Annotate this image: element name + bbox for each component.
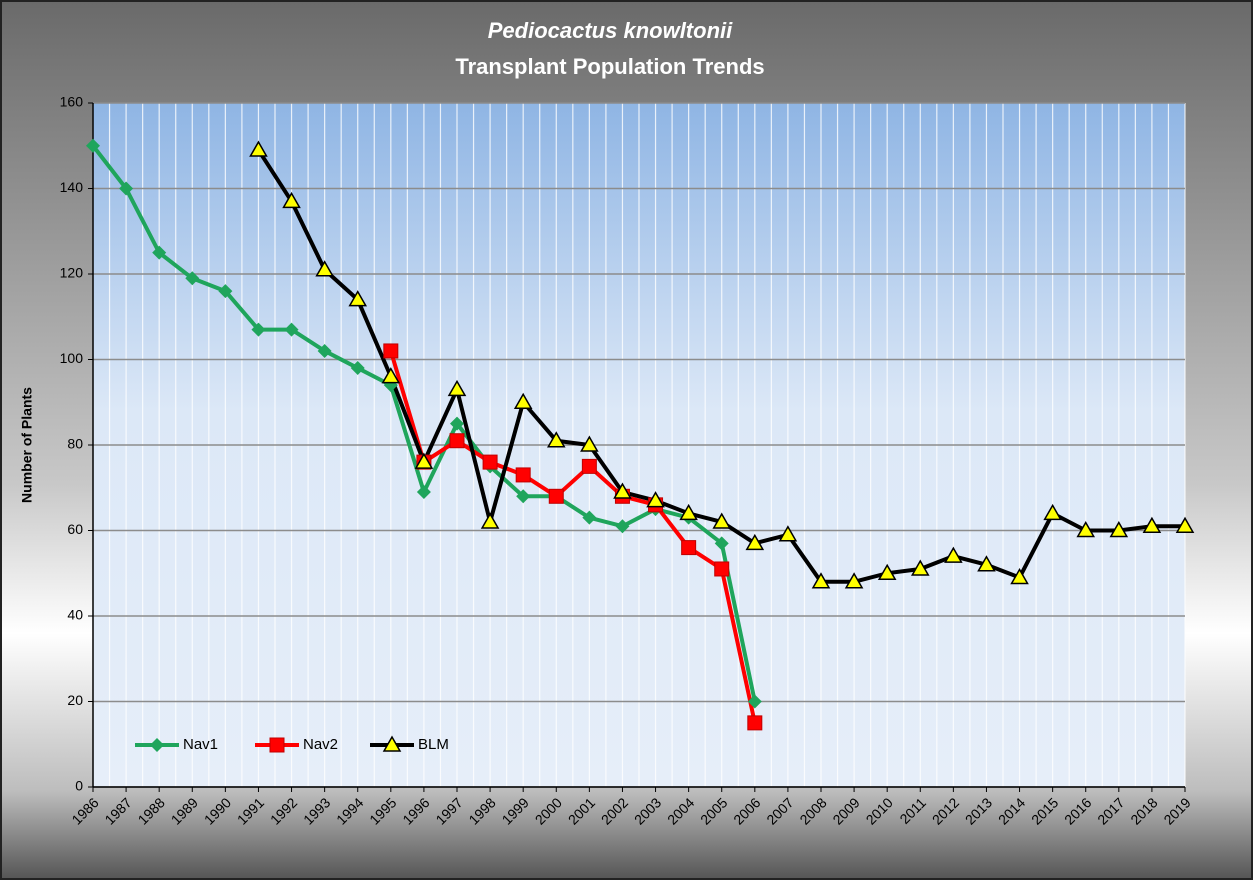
data-point — [582, 510, 597, 525]
legend-label: BLM — [418, 736, 449, 753]
data-point — [613, 482, 632, 499]
y-tick-label: 160 — [60, 94, 84, 110]
data-point — [450, 416, 464, 431]
legend-label: Nav2 — [303, 736, 338, 753]
data-point — [1175, 516, 1195, 533]
y-tick-label: 140 — [60, 179, 84, 195]
y-tick-label: 100 — [60, 350, 84, 366]
legend-marker — [150, 738, 164, 752]
y-tick-label: 120 — [60, 265, 84, 281]
data-point — [778, 525, 798, 542]
data-point — [977, 555, 996, 572]
data-point — [580, 435, 599, 452]
data-point — [381, 367, 401, 384]
data-point — [615, 519, 630, 534]
data-point — [86, 138, 100, 153]
data-point — [877, 563, 897, 580]
data-point — [714, 536, 729, 551]
y-tick-label: 80 — [67, 436, 83, 452]
data-point — [350, 361, 365, 376]
data-point — [185, 271, 200, 286]
legend-label: Nav1 — [183, 736, 218, 753]
data-point — [679, 503, 698, 521]
data-point — [1010, 568, 1029, 585]
data-point — [1043, 503, 1062, 521]
data-point — [317, 343, 332, 358]
y-tick-label: 40 — [67, 607, 83, 623]
data-point — [482, 454, 498, 470]
data-point — [282, 191, 301, 209]
data-point — [944, 546, 963, 563]
data-point — [119, 181, 134, 196]
data-point — [1109, 520, 1129, 538]
data-point — [1142, 516, 1162, 533]
data-point — [414, 452, 434, 469]
data-point — [516, 489, 531, 504]
data-point — [218, 284, 233, 299]
data-point — [546, 431, 566, 448]
data-point — [449, 433, 465, 449]
y-tick-label: 20 — [67, 692, 83, 708]
data-point — [249, 140, 268, 157]
legend-marker — [382, 735, 402, 752]
data-point — [447, 379, 467, 397]
data-point — [480, 512, 500, 529]
y-tick-label: 0 — [75, 778, 83, 794]
data-point — [714, 561, 730, 577]
data-point — [548, 488, 564, 504]
data-point — [251, 322, 266, 337]
chart-subtitle: Transplant Population Trends — [455, 54, 764, 79]
data-point — [844, 572, 864, 589]
y-tick-label: 60 — [67, 521, 83, 537]
data-point — [416, 485, 431, 500]
data-point — [745, 533, 765, 551]
chart-title: Pediocactus knowltonii — [488, 18, 733, 43]
data-point — [515, 467, 531, 483]
data-point — [284, 322, 299, 337]
data-point — [152, 245, 167, 260]
data-point — [513, 392, 533, 409]
data-point — [581, 458, 597, 474]
data-point — [681, 540, 697, 556]
data-point — [747, 694, 762, 709]
legend-marker — [269, 737, 285, 753]
data-point — [747, 715, 763, 731]
data-point — [348, 290, 368, 307]
data-point — [646, 491, 665, 508]
data-point — [1076, 520, 1096, 538]
data-point — [811, 572, 831, 589]
data-point — [910, 559, 930, 576]
data-point — [315, 260, 334, 277]
y-axis-title: Number of Plants — [19, 387, 35, 503]
data-point — [383, 343, 399, 359]
data-point — [712, 512, 732, 529]
